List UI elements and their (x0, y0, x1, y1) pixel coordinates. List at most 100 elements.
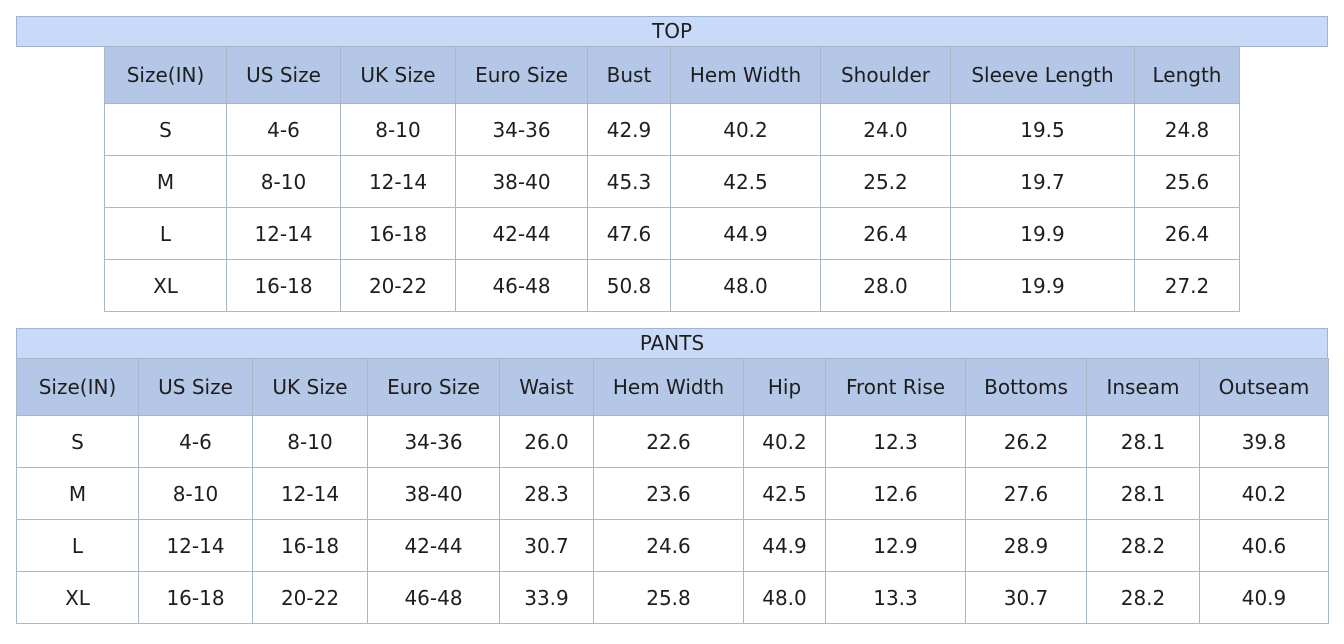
row: M 8-10 12-14 38-40 28.3 23.6 42.5 12.6 27.6 28.1 4… (16, 467, 1329, 520)
cell: 28.1 (1086, 415, 1200, 468)
cell: 24.0 (820, 103, 951, 156)
cell: 46-48 (367, 571, 500, 624)
cell: 40.2 (1199, 467, 1329, 520)
row: XL 16-18 20-22 46-48 33.9 25.8 48.0 13.3 30.7 28.… (16, 571, 1329, 624)
cell: 44.9 (743, 519, 826, 572)
cell: 38-40 (455, 155, 588, 208)
cell: 26.4 (820, 207, 951, 260)
row: XL 16-18 20-22 46-48 50.8 48.0 28.0 19.9 27.2 (104, 259, 1240, 312)
cell: 12-14 (138, 519, 253, 572)
cell: 22.6 (593, 415, 744, 468)
header-cell: Front Rise (825, 358, 966, 416)
row: S 4-6 8-10 34-36 26.0 22.6 40.2 12.3 26.2 28.1 39.… (16, 415, 1329, 468)
cell: 42.5 (743, 467, 826, 520)
header-cell: Bottoms (965, 358, 1087, 416)
cell: L (16, 519, 139, 572)
cell: 8-10 (340, 103, 456, 156)
cell: 24.6 (593, 519, 744, 572)
cell: 16-18 (340, 207, 456, 260)
cell: 25.8 (593, 571, 744, 624)
header-cell: US Size (226, 46, 341, 104)
cell: 12.3 (825, 415, 966, 468)
cell: XL (104, 259, 227, 312)
cell: 40.6 (1199, 519, 1329, 572)
cell: 40.9 (1199, 571, 1329, 624)
top-table: Size(IN) US Size UK Size Euro Size Bust Hem W… (104, 46, 1240, 312)
cell: 19.5 (950, 103, 1135, 156)
cell: 16-18 (226, 259, 341, 312)
cell: 45.3 (587, 155, 671, 208)
cell: 4-6 (138, 415, 253, 468)
header-cell: Shoulder (820, 46, 951, 104)
pants-title: PANTS (16, 328, 1328, 359)
cell: 42-44 (367, 519, 500, 572)
cell: 8-10 (138, 467, 253, 520)
cell: M (16, 467, 139, 520)
header-cell: US Size (138, 358, 253, 416)
header-row: Size(IN) US Size UK Size Euro Size Bust Hem W… (104, 46, 1240, 104)
cell: 8-10 (252, 415, 368, 468)
top-title: TOP (16, 16, 1328, 47)
cell: 12.9 (825, 519, 966, 572)
row: L 12-14 16-18 42-44 47.6 44.9 26.4 19.9 26.4 (104, 207, 1240, 260)
cell: L (104, 207, 227, 260)
cell: 30.7 (965, 571, 1087, 624)
cell: 4-6 (226, 103, 341, 156)
cell: 50.8 (587, 259, 671, 312)
cell: M (104, 155, 227, 208)
cell: 20-22 (340, 259, 456, 312)
cell: 16-18 (138, 571, 253, 624)
cell: S (16, 415, 139, 468)
header-cell: Euro Size (367, 358, 500, 416)
cell: 40.2 (743, 415, 826, 468)
cell: 40.2 (670, 103, 821, 156)
cell: XL (16, 571, 139, 624)
cell: 28.1 (1086, 467, 1200, 520)
cell: 19.7 (950, 155, 1135, 208)
cell: 25.2 (820, 155, 951, 208)
cell: S (104, 103, 227, 156)
header-cell: Inseam (1086, 358, 1200, 416)
header-cell: Hem Width (670, 46, 821, 104)
cell: 42-44 (455, 207, 588, 260)
header-cell: Euro Size (455, 46, 588, 104)
header-cell: Waist (499, 358, 594, 416)
cell: 28.3 (499, 467, 594, 520)
cell: 20-22 (252, 571, 368, 624)
header-cell: Size(IN) (16, 358, 139, 416)
cell: 26.2 (965, 415, 1087, 468)
cell: 34-36 (455, 103, 588, 156)
cell: 12-14 (340, 155, 456, 208)
cell: 42.5 (670, 155, 821, 208)
cell: 46-48 (455, 259, 588, 312)
cell: 34-36 (367, 415, 500, 468)
header-cell: Length (1134, 46, 1240, 104)
header-cell: UK Size (340, 46, 456, 104)
cell: 28.2 (1086, 519, 1200, 572)
pants-table: Size(IN) US Size UK Size Euro Size Waist Hem … (16, 358, 1329, 624)
header-cell: Size(IN) (104, 46, 227, 104)
header-cell: Outseam (1199, 358, 1329, 416)
cell: 12-14 (252, 467, 368, 520)
cell: 16-18 (252, 519, 368, 572)
cell: 48.0 (743, 571, 826, 624)
cell: 28.0 (820, 259, 951, 312)
header-cell: Sleeve Length (950, 46, 1135, 104)
cell: 23.6 (593, 467, 744, 520)
cell: 28.2 (1086, 571, 1200, 624)
cell: 48.0 (670, 259, 821, 312)
cell: 42.9 (587, 103, 671, 156)
cell: 12.6 (825, 467, 966, 520)
cell: 24.8 (1134, 103, 1240, 156)
header-cell: UK Size (252, 358, 368, 416)
cell: 47.6 (587, 207, 671, 260)
cell: 44.9 (670, 207, 821, 260)
cell: 27.6 (965, 467, 1087, 520)
cell: 8-10 (226, 155, 341, 208)
cell: 26.4 (1134, 207, 1240, 260)
cell: 39.8 (1199, 415, 1329, 468)
row: S 4-6 8-10 34-36 42.9 40.2 24.0 19.5 24.8 (104, 103, 1240, 156)
header-cell: Bust (587, 46, 671, 104)
header-row: Size(IN) US Size UK Size Euro Size Waist Hem … (16, 358, 1329, 416)
